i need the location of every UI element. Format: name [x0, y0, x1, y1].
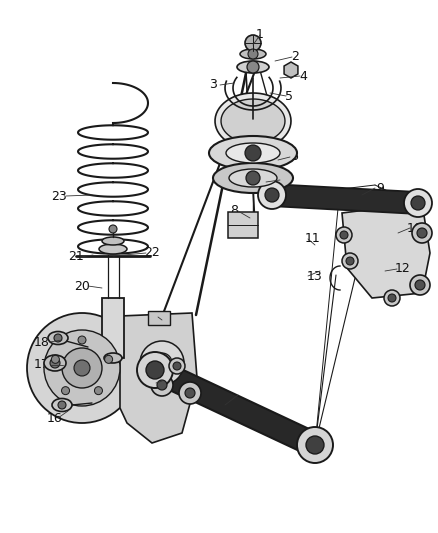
Polygon shape [150, 359, 320, 456]
Ellipse shape [44, 355, 66, 371]
Circle shape [346, 257, 354, 265]
Text: 22: 22 [144, 246, 160, 260]
Ellipse shape [226, 143, 280, 163]
Circle shape [109, 225, 117, 233]
Ellipse shape [237, 61, 269, 73]
Circle shape [411, 196, 425, 210]
Ellipse shape [48, 332, 68, 344]
Circle shape [404, 189, 432, 217]
Text: 8: 8 [230, 205, 238, 217]
Polygon shape [270, 184, 418, 214]
Text: 16: 16 [47, 411, 63, 424]
Text: 9: 9 [376, 182, 384, 195]
Circle shape [384, 290, 400, 306]
Circle shape [50, 358, 60, 368]
Text: 18: 18 [34, 335, 50, 349]
Circle shape [412, 223, 432, 243]
Circle shape [74, 360, 90, 376]
Text: 20: 20 [74, 279, 90, 293]
Text: 2: 2 [291, 51, 299, 63]
Circle shape [151, 374, 173, 396]
Polygon shape [342, 203, 430, 298]
Circle shape [44, 330, 120, 406]
Circle shape [146, 361, 164, 379]
Circle shape [62, 386, 70, 394]
Text: 15: 15 [153, 376, 169, 390]
Text: 12: 12 [395, 262, 411, 276]
Text: 5: 5 [285, 90, 293, 102]
Bar [228, 212, 258, 238]
Polygon shape [221, 99, 285, 143]
Circle shape [245, 145, 261, 161]
Text: 19: 19 [150, 313, 166, 327]
Circle shape [105, 356, 113, 364]
Circle shape [417, 228, 427, 238]
Circle shape [245, 35, 261, 51]
Circle shape [54, 334, 62, 342]
Text: 10: 10 [407, 222, 423, 235]
Ellipse shape [240, 49, 266, 59]
Ellipse shape [104, 353, 122, 363]
Circle shape [415, 280, 425, 290]
Polygon shape [215, 93, 291, 149]
Circle shape [248, 49, 258, 59]
Text: 14: 14 [214, 399, 230, 411]
Text: 6: 6 [290, 150, 298, 164]
Circle shape [78, 336, 86, 344]
Circle shape [388, 294, 396, 302]
Circle shape [157, 380, 167, 390]
Circle shape [246, 171, 260, 185]
Circle shape [306, 436, 324, 454]
Circle shape [169, 358, 185, 374]
Polygon shape [120, 313, 197, 443]
Text: 7: 7 [283, 174, 291, 187]
Ellipse shape [102, 237, 124, 245]
Circle shape [137, 352, 173, 388]
Text: 4: 4 [299, 69, 307, 83]
Circle shape [27, 313, 137, 423]
Circle shape [95, 386, 102, 394]
Text: 17: 17 [34, 359, 50, 372]
Circle shape [140, 341, 184, 385]
Text: 1: 1 [256, 28, 264, 42]
Bar [102, 298, 124, 358]
Text: 13: 13 [307, 270, 323, 282]
Circle shape [173, 362, 181, 370]
Circle shape [179, 382, 201, 404]
Bar [148, 311, 170, 325]
Ellipse shape [99, 244, 127, 254]
Ellipse shape [52, 399, 72, 411]
Circle shape [342, 253, 358, 269]
Text: 3: 3 [209, 78, 217, 92]
Circle shape [51, 356, 60, 364]
Text: 11: 11 [305, 232, 321, 246]
Circle shape [297, 427, 333, 463]
Circle shape [410, 275, 430, 295]
Ellipse shape [209, 136, 297, 170]
Circle shape [247, 61, 259, 73]
Circle shape [185, 388, 195, 398]
Circle shape [258, 181, 286, 209]
Circle shape [340, 231, 348, 239]
Circle shape [265, 188, 279, 202]
Polygon shape [284, 62, 298, 78]
Text: 23: 23 [51, 190, 67, 203]
Text: 21: 21 [68, 251, 84, 263]
Circle shape [58, 401, 66, 409]
Ellipse shape [213, 163, 293, 193]
Circle shape [62, 348, 102, 388]
Ellipse shape [229, 169, 277, 187]
Circle shape [336, 227, 352, 243]
Circle shape [152, 353, 172, 373]
